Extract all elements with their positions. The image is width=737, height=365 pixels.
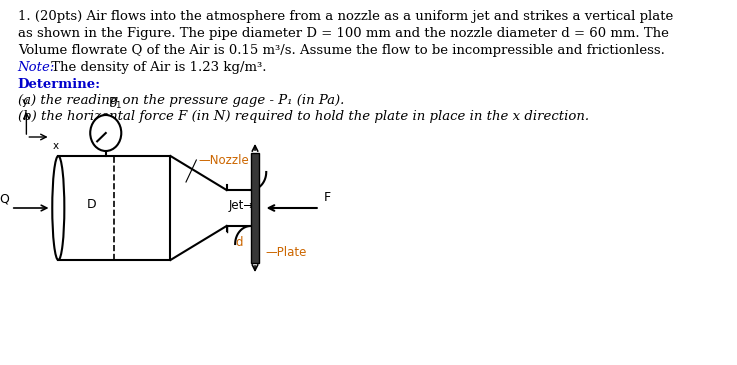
Circle shape (90, 115, 122, 151)
Text: Note:: Note: (18, 61, 55, 74)
Text: 1. (20pts) Air flows into the atmosphere from a nozzle as a uniform jet and stri: 1. (20pts) Air flows into the atmosphere… (18, 10, 673, 23)
Text: Volume flowrate Q of the Air is 0.15 m³/s. Assume the flow to be incompressible : Volume flowrate Q of the Air is 0.15 m³/… (18, 44, 665, 57)
Text: (b) the horizontal force F (in N) required to hold the plate in place in the x d: (b) the horizontal force F (in N) requir… (18, 110, 589, 123)
Text: as shown in the Figure. The pipe diameter D = 100 mm and the nozzle diameter d =: as shown in the Figure. The pipe diamete… (18, 27, 668, 40)
Text: y: y (22, 97, 28, 107)
Text: (a) the reading on the pressure gage - P₁ (in Pa).: (a) the reading on the pressure gage - P… (18, 94, 344, 107)
Text: D: D (86, 199, 96, 211)
Text: Q: Q (0, 192, 9, 205)
Text: Jet→: Jet→ (228, 199, 254, 211)
Text: d: d (235, 236, 242, 249)
Bar (58, 156, 170, 260)
Ellipse shape (52, 156, 64, 260)
Text: —Plate: —Plate (265, 246, 307, 260)
Text: P$_1$: P$_1$ (108, 96, 123, 111)
Text: x: x (52, 141, 58, 151)
Bar (251, 153, 259, 263)
Text: F: F (324, 191, 331, 204)
Text: —Nozzle: —Nozzle (198, 154, 249, 166)
Text: The density of Air is 1.23 kg/m³.: The density of Air is 1.23 kg/m³. (47, 61, 267, 74)
Text: Determine:: Determine: (18, 78, 101, 91)
